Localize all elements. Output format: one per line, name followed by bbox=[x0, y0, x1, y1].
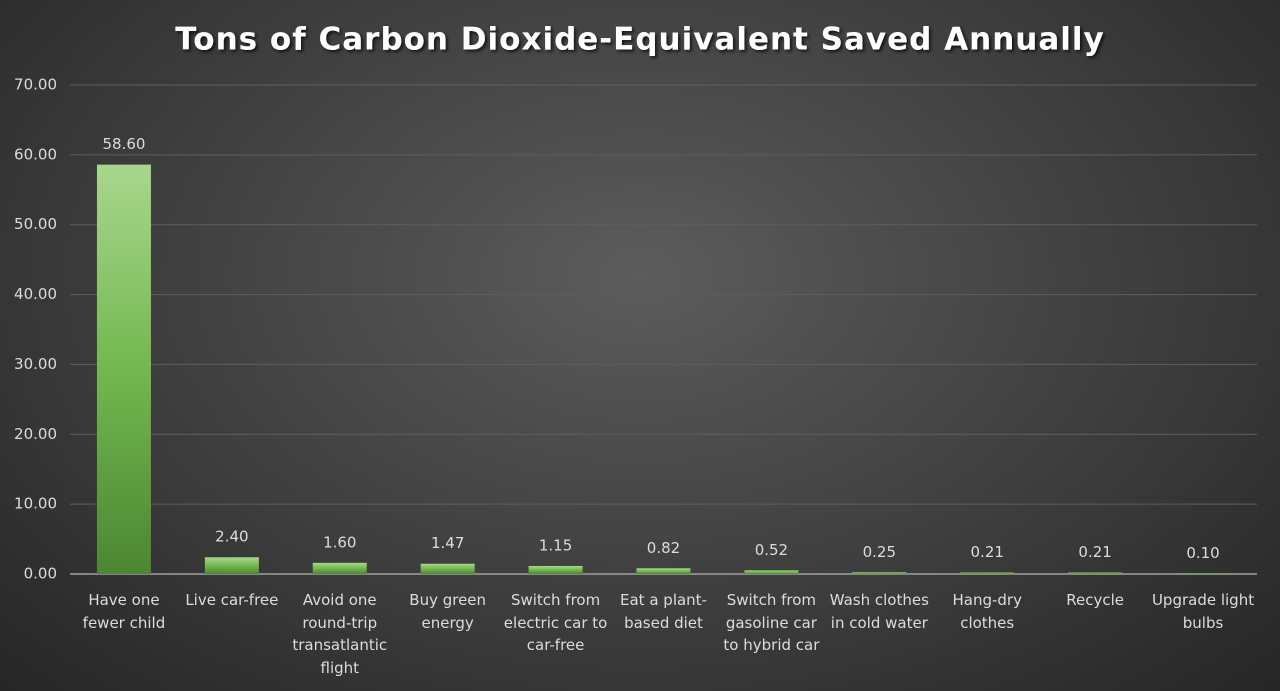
bar bbox=[852, 572, 907, 574]
y-tick-label: 70.00 bbox=[14, 76, 57, 94]
data-label: 1.47 bbox=[431, 534, 464, 552]
x-tick-label: Have one fewer child bbox=[82, 591, 166, 632]
x-tick-label: Switch from electric car to car-free bbox=[503, 591, 608, 654]
bar bbox=[744, 570, 799, 574]
y-tick-label: 50.00 bbox=[14, 215, 57, 233]
y-tick-label: 30.00 bbox=[14, 355, 57, 373]
bar bbox=[636, 568, 691, 574]
data-label: 1.60 bbox=[323, 533, 356, 551]
x-tick-label: Wash clothes in cold water bbox=[829, 591, 929, 632]
x-tick-label: Live car-free bbox=[185, 591, 279, 609]
data-label: 0.10 bbox=[1186, 544, 1219, 562]
data-label: 0.52 bbox=[755, 541, 788, 559]
data-label: 1.15 bbox=[539, 536, 572, 554]
y-tick-label: 60.00 bbox=[14, 145, 57, 163]
bar bbox=[528, 565, 583, 574]
data-label: 0.25 bbox=[863, 543, 896, 561]
bar bbox=[960, 572, 1015, 574]
x-tick-label: Eat a plant-based diet bbox=[620, 591, 707, 632]
bar bbox=[1176, 573, 1231, 574]
x-tick-label: Avoid one round-trip transatlantic fligh… bbox=[292, 591, 388, 677]
x-tick-label: Buy green energy bbox=[409, 591, 487, 632]
bar bbox=[96, 164, 151, 574]
x-tick-label: Hang-dry clothes bbox=[952, 591, 1022, 632]
chart-title: Tons of Carbon Dioxide-Equivalent Saved … bbox=[175, 22, 1104, 58]
data-label: 2.40 bbox=[215, 528, 248, 546]
bar bbox=[312, 562, 367, 574]
data-label: 58.60 bbox=[102, 135, 145, 153]
data-label: 0.82 bbox=[647, 539, 680, 557]
y-tick-label: 0.00 bbox=[24, 565, 57, 583]
x-tick-label: Upgrade light bulbs bbox=[1151, 591, 1255, 632]
x-tick-label: Switch from gasoline car to hybrid car bbox=[723, 591, 820, 654]
data-label: 0.21 bbox=[1078, 543, 1111, 561]
y-tick-label: 40.00 bbox=[14, 285, 57, 303]
data-label: 0.21 bbox=[971, 543, 1004, 561]
bar bbox=[204, 557, 259, 574]
y-tick-label: 20.00 bbox=[14, 425, 57, 443]
bar bbox=[420, 563, 475, 574]
y-tick-label: 10.00 bbox=[14, 495, 57, 513]
x-tick-label: Recycle bbox=[1066, 591, 1124, 609]
bar bbox=[1068, 572, 1123, 574]
